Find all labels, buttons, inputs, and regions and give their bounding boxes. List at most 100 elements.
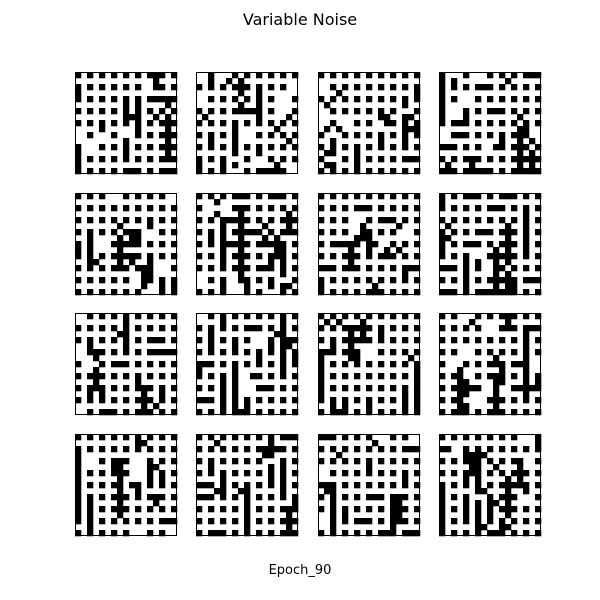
noise-pixel [141, 265, 148, 272]
noise-pixel [517, 476, 524, 483]
noise-pixel [292, 482, 299, 489]
noise-pixel [481, 84, 488, 91]
noise-pixel [208, 156, 215, 163]
noise-pixel [499, 217, 506, 224]
noise-pixel [256, 470, 263, 477]
noise-pixel [256, 150, 263, 157]
noise-pixel [487, 229, 494, 236]
noise-pixel [99, 361, 106, 368]
noise-pixel [487, 120, 494, 127]
noise-pixel [99, 494, 106, 501]
noise-pixel [135, 241, 142, 248]
noise-pixel [75, 452, 82, 459]
noise-pixel [366, 409, 373, 416]
noise-pixel [274, 162, 281, 169]
noise-pixel [330, 512, 337, 519]
noise-pixel [256, 84, 263, 91]
noise-pixel [342, 470, 349, 477]
noise-pixel [220, 120, 227, 127]
noise-pixel [451, 168, 458, 175]
noise-pixel [129, 253, 136, 260]
noise-pixel [87, 470, 94, 477]
noise-pixel [354, 120, 361, 127]
noise-pixel [342, 132, 349, 139]
noise-pixel [475, 458, 482, 465]
noise-pixel [274, 253, 281, 260]
noise-pixel [511, 409, 518, 416]
noise-pixel [75, 72, 82, 79]
noise-pixel [511, 289, 518, 296]
noise-pixel [268, 337, 275, 344]
noise-pixel [523, 331, 530, 338]
noise-pixel [463, 500, 470, 507]
noise-pixel [366, 458, 373, 465]
noise-pixel [535, 144, 542, 151]
noise-pixel [493, 144, 500, 151]
noise-pixel [153, 494, 160, 501]
noise-pixel [220, 488, 227, 495]
noise-pixel [292, 132, 299, 139]
noise-pixel [268, 343, 275, 350]
noise-pixel [123, 518, 130, 525]
noise-pixel [505, 488, 512, 495]
noise-pixel [499, 367, 506, 374]
noise-pixel [402, 373, 409, 380]
noise-pixel [487, 84, 494, 91]
noise-pixel [511, 373, 518, 380]
noise-pixel [378, 397, 385, 404]
noise-pixel [354, 193, 361, 200]
noise-pixel [244, 156, 251, 163]
noise-pixel [111, 132, 118, 139]
noise-pixel [75, 144, 82, 151]
noise-pixel [232, 132, 239, 139]
noise-pixel [487, 337, 494, 344]
noise-pixel [280, 313, 287, 320]
noise-pixel [499, 409, 506, 416]
noise-pixel [366, 205, 373, 212]
noise-pixel [439, 325, 446, 332]
noise-pixel [87, 325, 94, 332]
noise-pixel [280, 337, 287, 344]
noise-pixel [159, 337, 166, 344]
noise-pixel [87, 482, 94, 489]
noise-pixel [244, 500, 251, 507]
noise-pixel [402, 84, 409, 91]
noise-pixel [87, 434, 94, 441]
noise-pixel [378, 84, 385, 91]
noise-pixel [463, 265, 470, 272]
noise-pixel [523, 367, 530, 374]
noise-pixel [171, 397, 178, 404]
noise-pixel [354, 156, 361, 163]
noise-pixel [511, 265, 518, 272]
noise-pixel [487, 205, 494, 212]
noise-pixel [214, 199, 221, 206]
noise-pixel [487, 506, 494, 513]
noise-sample-panel [75, 72, 178, 175]
noise-pixel [238, 277, 245, 284]
noise-pixel [372, 241, 379, 248]
noise-pixel [268, 229, 275, 236]
noise-pixel [292, 506, 299, 513]
noise-pixel [414, 144, 421, 151]
noise-pixel [499, 265, 506, 272]
noise-pixel [535, 397, 542, 404]
noise-pixel [378, 470, 385, 477]
noise-pixel [87, 205, 94, 212]
noise-pixel [511, 120, 518, 127]
noise-pixel [330, 144, 337, 151]
noise-pixel [318, 355, 325, 362]
noise-pixel [493, 253, 500, 260]
noise-pixel [439, 313, 446, 320]
noise-pixel [372, 494, 379, 501]
noise-pixel [196, 337, 203, 344]
noise-pixel [481, 488, 488, 495]
noise-pixel [135, 156, 142, 163]
noise-pixel [463, 452, 470, 459]
noise-sample-panel [75, 193, 178, 296]
noise-pixel [324, 265, 331, 272]
noise-pixel [268, 530, 275, 537]
noise-pixel [75, 373, 82, 380]
noise-pixel [244, 325, 251, 332]
noise-pixel [451, 144, 458, 151]
noise-pixel [439, 446, 446, 453]
